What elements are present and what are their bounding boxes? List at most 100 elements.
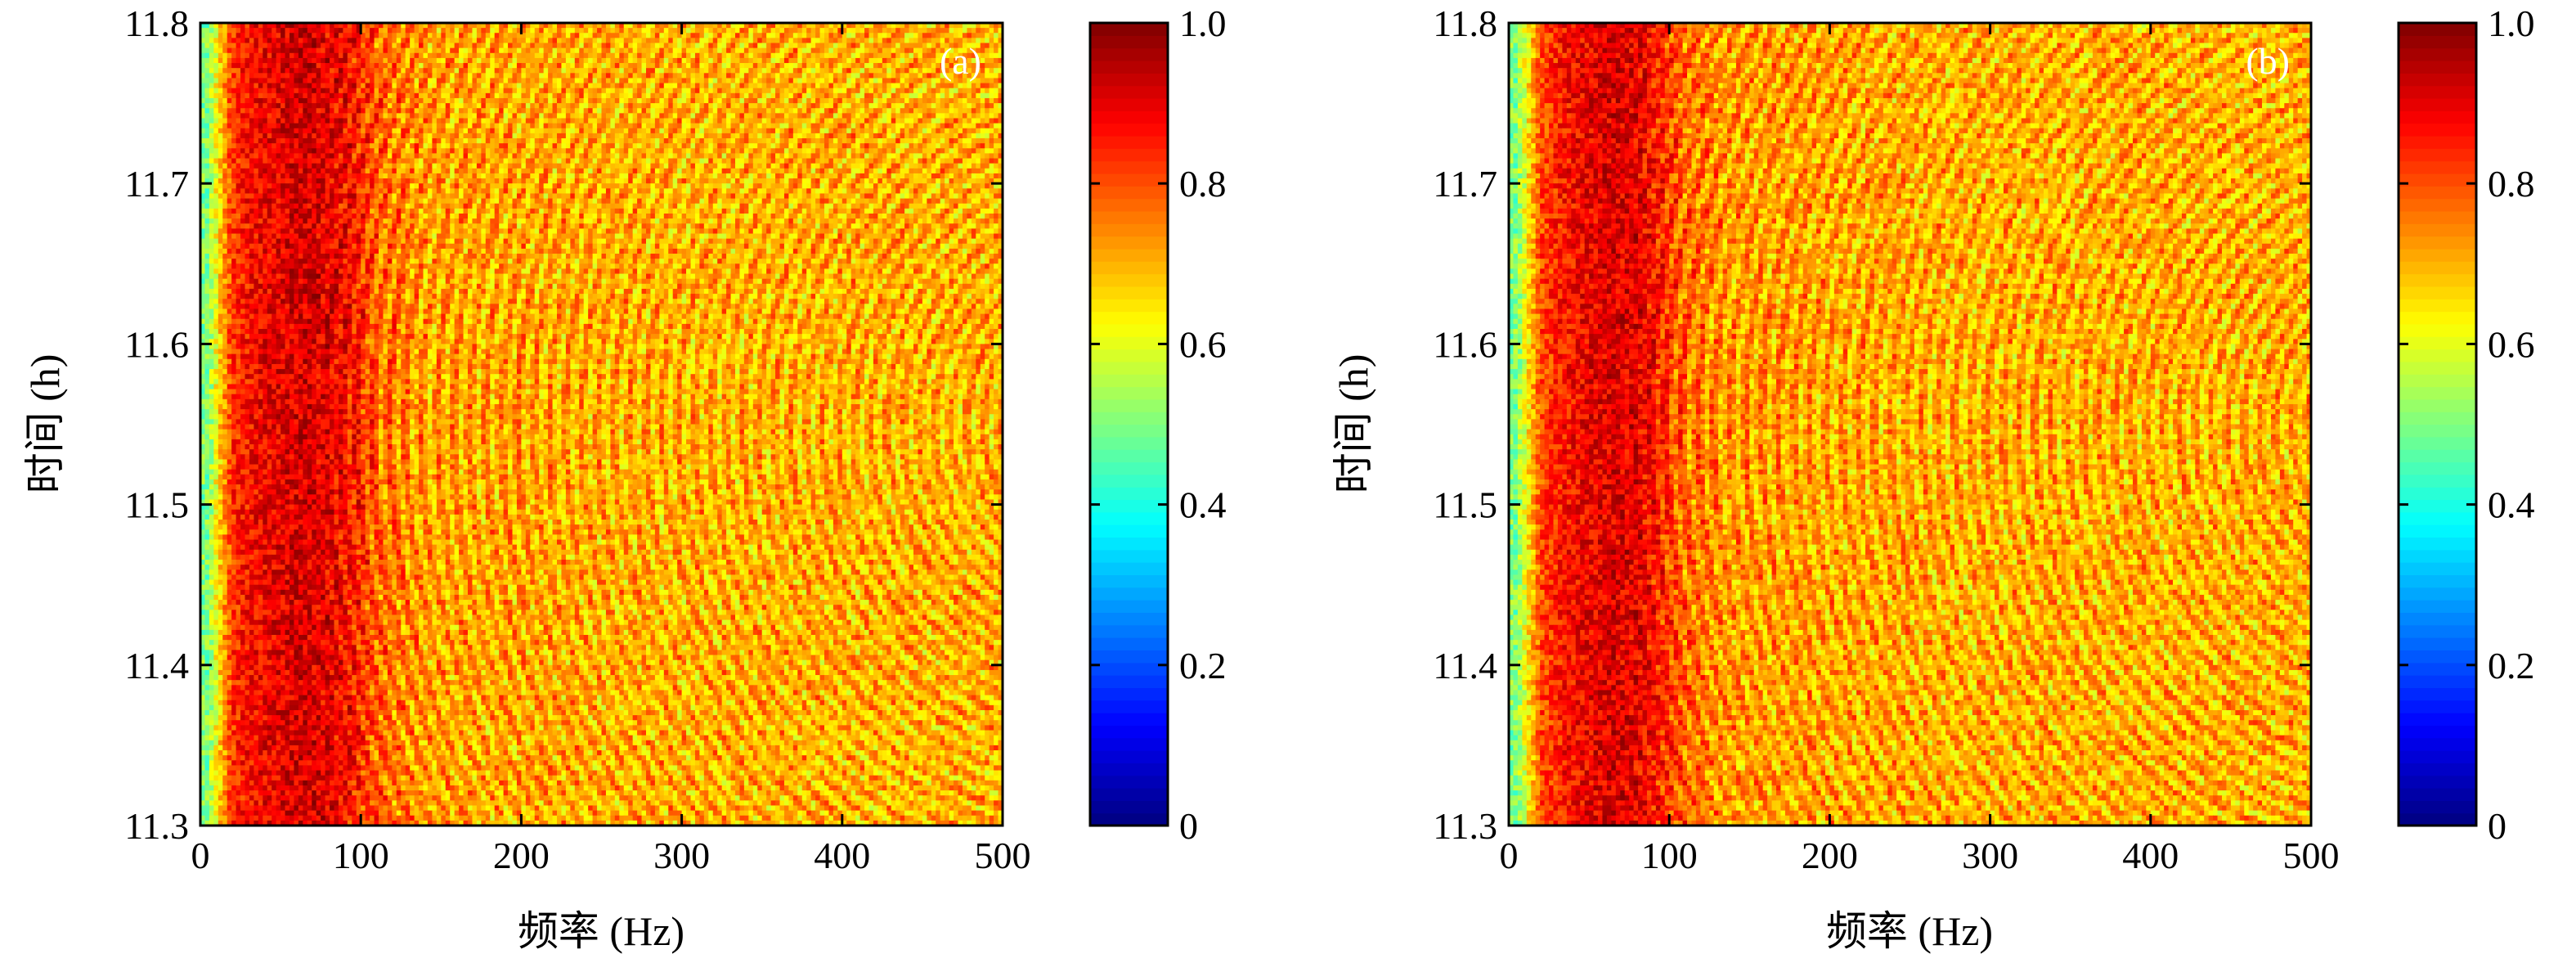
heatmap-cell (619, 83, 625, 89)
heatmap-cell (570, 103, 576, 109)
heatmap-cell (766, 97, 772, 104)
heatmap-cell (873, 148, 878, 155)
heatmap-cell (485, 118, 491, 124)
heatmap-cell (583, 47, 589, 54)
heatmap-cell (976, 123, 981, 129)
heatmap-cell (592, 43, 598, 49)
heatmap-cell (654, 128, 660, 134)
heatmap-cell (321, 143, 326, 149)
heatmap-cell (387, 47, 393, 54)
heatmap-cell (628, 108, 634, 114)
heatmap-cell (832, 88, 838, 94)
heatmap-cell (579, 43, 585, 49)
heatmap-cell (508, 103, 514, 109)
heatmap-cell (276, 28, 281, 34)
heatmap-cell (779, 103, 785, 109)
heatmap-cell (712, 118, 718, 124)
heatmap-cell (361, 113, 366, 119)
heatmap-cell (499, 88, 505, 94)
heatmap-cell (303, 52, 308, 59)
heatmap-cell (694, 92, 700, 99)
heatmap-cell (641, 97, 647, 104)
heatmap-cell (485, 28, 491, 34)
heatmap-cell (735, 113, 741, 119)
heatmap-cell (641, 57, 647, 64)
heatmap-cell (321, 88, 326, 94)
heatmap-cell (641, 158, 647, 164)
heatmap-cell (815, 143, 821, 149)
heatmap-cell (735, 103, 741, 109)
heatmap-cell (392, 47, 397, 54)
heatmap-cell (423, 108, 429, 114)
heatmap-cell (459, 83, 464, 89)
heatmap-cell (806, 73, 812, 79)
heatmap-cell (321, 153, 326, 160)
heatmap-cell (650, 128, 656, 134)
heatmap-cell (641, 92, 647, 99)
heatmap-cell (414, 128, 420, 134)
heatmap-cell (218, 47, 223, 54)
heatmap-cell (940, 148, 945, 155)
heatmap-cell (565, 153, 571, 160)
heatmap-cell (472, 158, 478, 164)
heatmap-cell (240, 138, 246, 144)
heatmap-cell (761, 88, 767, 94)
heatmap-cell (913, 68, 919, 74)
heatmap-cell (936, 108, 941, 114)
heatmap-cell (632, 128, 638, 134)
heatmap-cell (810, 73, 816, 79)
heatmap-cell (868, 43, 874, 49)
heatmap-cell (841, 128, 847, 134)
heatmap-cell (832, 143, 838, 149)
heatmap-cell (552, 97, 558, 104)
heatmap-cell (743, 28, 749, 34)
heatmap-cell (668, 88, 674, 94)
heatmap-cell (792, 118, 798, 124)
heatmap-cell (338, 52, 343, 59)
heatmap-cell (659, 47, 665, 54)
heatmap-cell (236, 158, 241, 164)
heatmap-cell (650, 153, 656, 160)
heatmap-cell (637, 52, 643, 59)
heatmap-cell (859, 38, 865, 44)
heatmap-cell (927, 83, 932, 89)
heatmap-cell (792, 143, 798, 149)
heatmap-cell (708, 52, 714, 59)
heatmap-cell (748, 153, 754, 160)
heatmap-cell (637, 143, 643, 149)
heatmap-cell (481, 113, 487, 119)
heatmap-cell (285, 108, 290, 114)
heatmap-cell (222, 78, 228, 84)
heatmap-cell (757, 78, 763, 84)
heatmap-cell (927, 68, 932, 74)
heatmap-cell (783, 38, 789, 44)
heatmap-cell (989, 78, 994, 84)
heatmap-cell (895, 33, 901, 38)
heatmap-cell (463, 158, 469, 164)
heatmap-cell (552, 47, 558, 54)
heatmap-cell (717, 33, 723, 38)
heatmap-cell (597, 97, 603, 104)
heatmap-cell (855, 153, 861, 160)
heatmap-cell (419, 148, 424, 155)
heatmap-cell (739, 143, 745, 149)
heatmap-cell (321, 128, 326, 134)
heatmap-cell (770, 103, 776, 109)
heatmap-cell (735, 138, 741, 144)
heatmap-cell (436, 28, 442, 34)
heatmap-cell (209, 28, 214, 34)
heatmap-cell (819, 143, 825, 149)
heatmap-cell (686, 33, 692, 38)
heatmap-cell (739, 52, 745, 59)
heatmap-cell (459, 88, 464, 94)
heatmap-cell (703, 57, 709, 64)
heatmap-cell (476, 88, 482, 94)
heatmap-cell (909, 123, 914, 129)
heatmap-cell (222, 28, 228, 34)
heatmap-cell (913, 153, 919, 160)
heatmap-cell (654, 113, 660, 119)
heatmap-cell (272, 57, 277, 64)
heatmap-cell (824, 83, 830, 89)
heatmap-cell (294, 113, 299, 119)
heatmap-cell (770, 92, 776, 99)
